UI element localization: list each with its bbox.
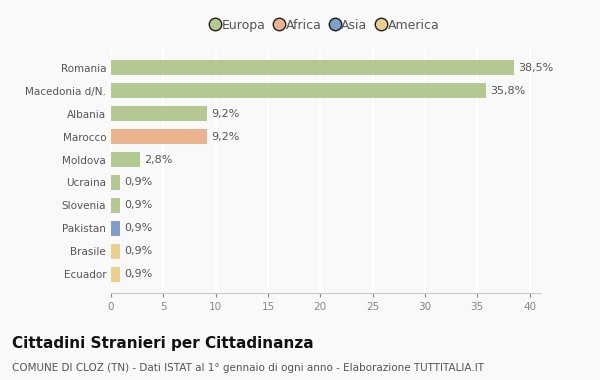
Bar xyxy=(111,83,485,98)
Bar xyxy=(111,244,121,259)
Text: 0,9%: 0,9% xyxy=(125,223,153,233)
Bar xyxy=(111,221,121,236)
Bar xyxy=(111,152,140,167)
Text: 0,9%: 0,9% xyxy=(125,200,153,211)
Text: 9,2%: 9,2% xyxy=(211,109,240,119)
Text: 2,8%: 2,8% xyxy=(145,155,173,165)
Text: 9,2%: 9,2% xyxy=(211,131,240,142)
Text: 0,9%: 0,9% xyxy=(125,246,153,256)
Text: 0,9%: 0,9% xyxy=(125,177,153,187)
Bar xyxy=(111,129,207,144)
Text: 38,5%: 38,5% xyxy=(518,63,553,73)
Legend: Europa, Africa, Asia, America: Europa, Africa, Asia, America xyxy=(209,17,442,35)
Text: COMUNE DI CLOZ (TN) - Dati ISTAT al 1° gennaio di ogni anno - Elaborazione TUTTI: COMUNE DI CLOZ (TN) - Dati ISTAT al 1° g… xyxy=(12,363,484,373)
Text: 0,9%: 0,9% xyxy=(125,269,153,279)
Bar xyxy=(111,106,207,121)
Bar xyxy=(111,267,121,282)
Text: Cittadini Stranieri per Cittadinanza: Cittadini Stranieri per Cittadinanza xyxy=(12,336,314,351)
Bar xyxy=(111,60,514,75)
Bar xyxy=(111,198,121,213)
Text: 35,8%: 35,8% xyxy=(490,86,525,96)
Bar xyxy=(111,175,121,190)
